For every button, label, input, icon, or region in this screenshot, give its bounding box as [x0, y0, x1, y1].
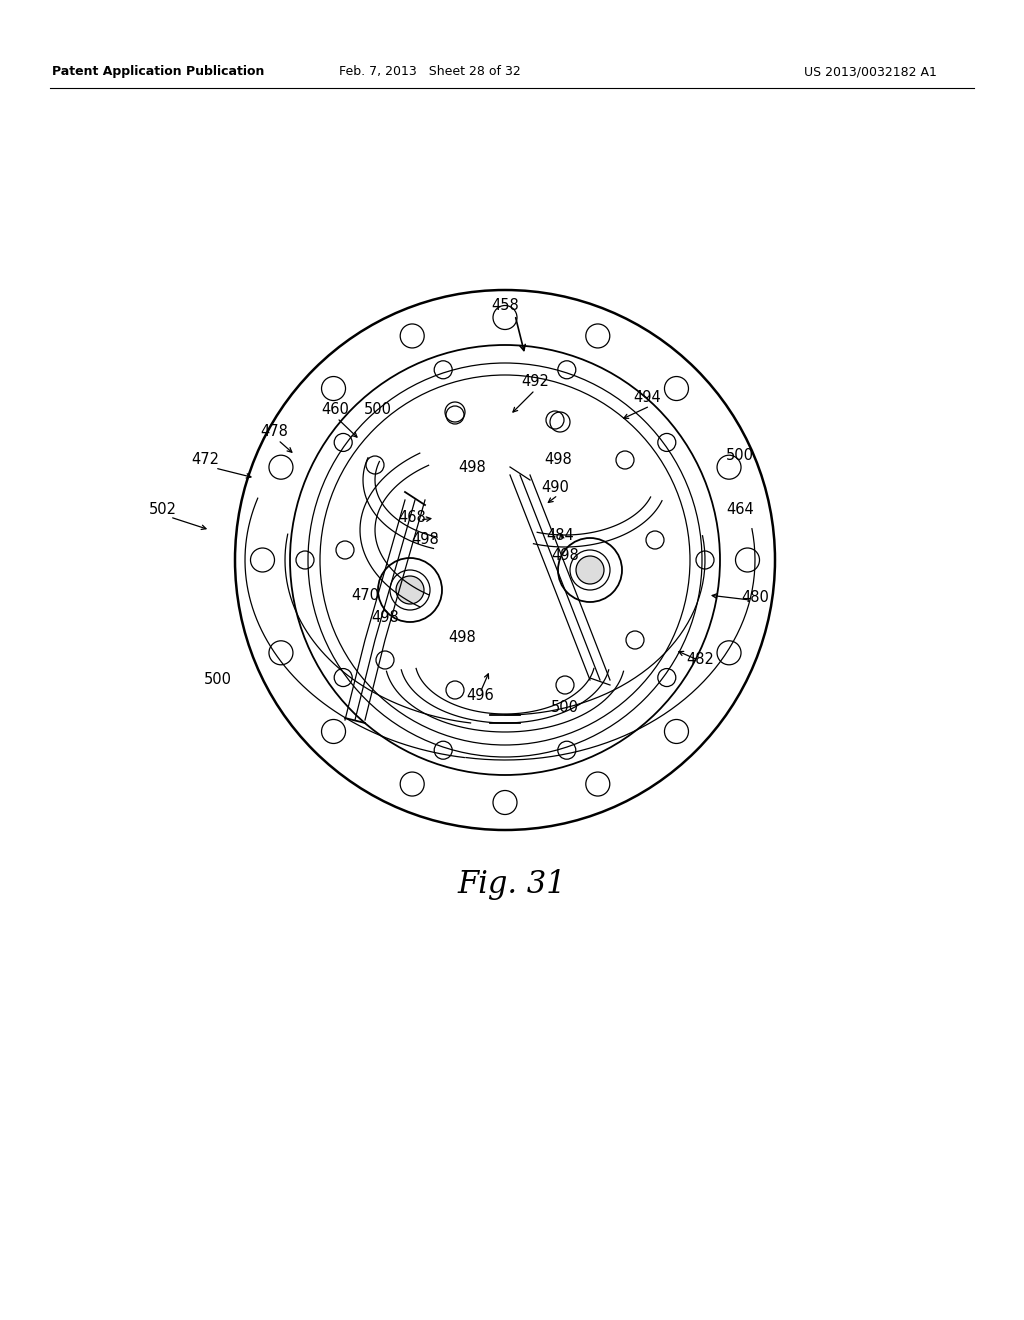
Text: 496: 496	[466, 688, 494, 702]
Text: 458: 458	[492, 297, 519, 313]
Text: 498: 498	[371, 610, 399, 626]
Circle shape	[575, 556, 604, 583]
Text: 500: 500	[551, 701, 579, 715]
Text: 480: 480	[741, 590, 769, 606]
Text: 460: 460	[322, 403, 349, 417]
Text: US 2013/0032182 A1: US 2013/0032182 A1	[804, 66, 936, 78]
Text: 484: 484	[546, 528, 573, 543]
Text: 492: 492	[521, 375, 549, 389]
Text: 498: 498	[551, 548, 579, 562]
Text: 494: 494	[633, 391, 660, 405]
Text: Feb. 7, 2013   Sheet 28 of 32: Feb. 7, 2013 Sheet 28 of 32	[339, 66, 521, 78]
Text: Patent Application Publication: Patent Application Publication	[52, 66, 264, 78]
Circle shape	[396, 576, 424, 605]
Text: 490: 490	[541, 480, 569, 495]
Text: 472: 472	[191, 453, 219, 467]
Text: 500: 500	[204, 672, 232, 688]
Text: Fig. 31: Fig. 31	[458, 870, 566, 900]
Text: 498: 498	[458, 461, 485, 475]
Text: 502: 502	[150, 503, 177, 517]
Text: 468: 468	[398, 511, 426, 525]
Text: 500: 500	[726, 447, 754, 462]
Text: 498: 498	[449, 631, 476, 645]
Text: 464: 464	[726, 503, 754, 517]
Text: 470: 470	[351, 587, 379, 602]
Text: 498: 498	[544, 453, 571, 467]
Text: 498: 498	[411, 532, 439, 548]
Text: 478: 478	[260, 425, 288, 440]
Text: 482: 482	[686, 652, 714, 668]
Text: 500: 500	[364, 403, 392, 417]
